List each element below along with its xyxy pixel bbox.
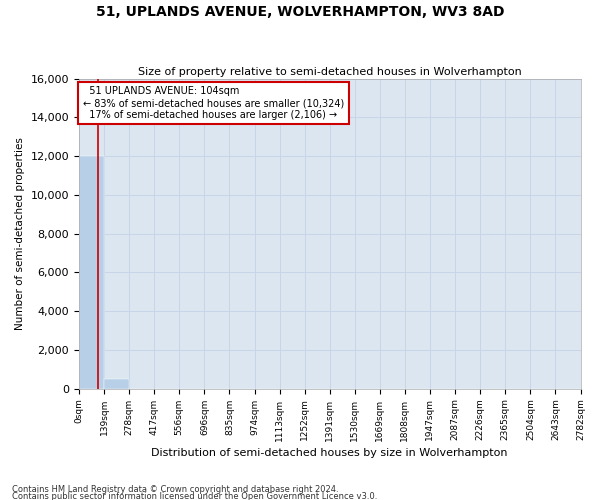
Text: Contains HM Land Registry data © Crown copyright and database right 2024.: Contains HM Land Registry data © Crown c… — [12, 486, 338, 494]
Title: Size of property relative to semi-detached houses in Wolverhampton: Size of property relative to semi-detach… — [138, 66, 521, 76]
Bar — [104, 379, 129, 388]
Text: 51, UPLANDS AVENUE, WOLVERHAMPTON, WV3 8AD: 51, UPLANDS AVENUE, WOLVERHAMPTON, WV3 8… — [96, 5, 504, 19]
Bar — [79, 156, 104, 388]
Text: Contains public sector information licensed under the Open Government Licence v3: Contains public sector information licen… — [12, 492, 377, 500]
Y-axis label: Number of semi-detached properties: Number of semi-detached properties — [15, 138, 25, 330]
Text: 51 UPLANDS AVENUE: 104sqm
← 83% of semi-detached houses are smaller (10,324)
  1: 51 UPLANDS AVENUE: 104sqm ← 83% of semi-… — [83, 86, 344, 120]
X-axis label: Distribution of semi-detached houses by size in Wolverhampton: Distribution of semi-detached houses by … — [151, 448, 508, 458]
